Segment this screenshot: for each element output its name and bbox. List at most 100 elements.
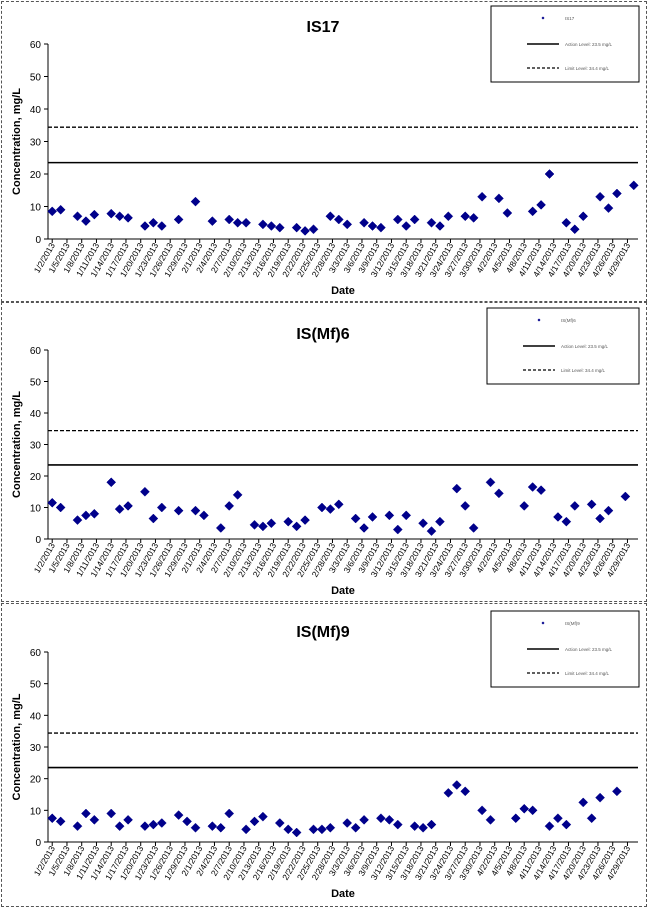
is17-data-point	[258, 219, 268, 230]
is17-data-point	[494, 193, 504, 204]
ismf9-y-tick-label: 50	[30, 680, 42, 691]
is17-data-point	[114, 211, 125, 222]
ismf6-legend-box	[486, 307, 640, 385]
is17-data-point	[333, 214, 344, 225]
is17-data-point	[266, 221, 277, 231]
ismf6-data-point	[215, 523, 226, 533]
ismf6-y-axis-label: Concentration, mg/L	[11, 391, 23, 498]
ismf6-data-point	[595, 513, 605, 524]
ismf9-data-point	[148, 819, 159, 830]
is17-data-point	[173, 214, 184, 225]
is17-data-point	[241, 217, 251, 228]
ismf9-data-point	[510, 813, 521, 824]
ismf6-data-point	[620, 491, 631, 502]
ismf6-data-point	[418, 518, 428, 529]
is17-y-tick-label: 20	[30, 170, 42, 181]
ismf6-data-point	[485, 477, 496, 488]
chart-panel-ismf9: IS(Mf)9 Concentration, mg/L Date 0 10 20 30 40 5…	[1, 603, 647, 907]
ismf9-data-point	[224, 808, 235, 819]
is17-data-point	[435, 221, 445, 231]
is17-data-point	[55, 204, 66, 215]
is17-data-point	[47, 206, 58, 217]
ismf9-data-point	[308, 824, 319, 835]
is17-data-point	[603, 203, 614, 213]
ismf6-y-tick-label: 60	[30, 346, 42, 357]
chart-panel-ismf6: IS(Mf)6 Concentration, mg/L Date 0 10 20 30 40 5…	[1, 302, 647, 602]
ismf6-data-point	[156, 502, 167, 513]
ismf6-data-point	[586, 499, 597, 510]
ismf6-data-point	[359, 523, 369, 533]
chart-ismf9-svg: IS(Mf)9 Concentration, mg/L Date 0 10 20 30 40 5…	[11, 610, 640, 900]
is17-x-axis-label: Date	[331, 285, 355, 297]
ismf9-data-point	[342, 818, 353, 828]
ismf9-data-point	[519, 803, 530, 814]
is17-data-point	[123, 213, 133, 223]
is17-data-point	[443, 211, 454, 222]
is17-y-axis-label: Concentration, mg/L	[11, 88, 23, 195]
ismf9-data-point	[215, 822, 226, 833]
ismf6-data-point	[283, 516, 294, 527]
ismf6-y-tick-label: 20	[30, 472, 42, 483]
ismf9-data-point	[485, 814, 496, 825]
ismf9-data-point	[207, 821, 218, 832]
ismf9-data-point	[241, 824, 251, 835]
ismf6-legend-label: IS(Mf)6	[561, 318, 576, 323]
ismf6-data-point	[460, 501, 471, 511]
ismf6-data-point	[603, 505, 614, 516]
ismf6-data-point	[114, 504, 125, 514]
ismf9-data-point	[418, 822, 428, 833]
ismf9-data-point	[173, 810, 184, 820]
ismf9-data-point	[477, 805, 487, 816]
is17-data-point	[156, 221, 167, 231]
ismf9-data-point	[325, 822, 336, 833]
ismf6-data-point	[401, 510, 412, 521]
ismf9-data-point	[156, 818, 167, 828]
ismf9-data-point	[283, 824, 294, 835]
ismf9-legend-box	[490, 610, 640, 688]
is17-data-point	[392, 214, 403, 225]
ismf9-data-point	[350, 822, 361, 833]
ismf9-data-point	[140, 821, 150, 832]
is17-data-point	[401, 221, 412, 231]
ismf9-data-point	[586, 813, 597, 824]
is17-data-point	[536, 200, 546, 210]
ismf9-data-point	[190, 822, 201, 833]
ismf6-data-point	[435, 516, 445, 527]
is17-legend-label: IS17	[565, 16, 575, 21]
is17-data-point	[291, 222, 302, 233]
chart-ismf6-svg: IS(Mf)6 Concentration, mg/L Date 0 10 20 30 40 5…	[11, 307, 640, 597]
is17-data-point	[224, 214, 235, 225]
ismf9-data-point	[249, 816, 260, 827]
ismf6-data-point	[519, 501, 530, 511]
ismf6-data-point	[536, 485, 546, 496]
is17-data-point	[502, 208, 513, 218]
ismf6-data-point	[148, 513, 159, 524]
ismf9-data-point	[359, 814, 369, 825]
ismf9-data-point	[443, 788, 454, 798]
is17-data-point	[148, 217, 159, 228]
ismf6-data-point	[55, 502, 66, 513]
ismf9-data-point	[114, 821, 125, 832]
ismf9-data-point	[317, 824, 327, 835]
ismf6-data-point	[173, 505, 184, 516]
ismf6-data-point	[300, 515, 310, 525]
ismf6-data-point	[561, 516, 572, 527]
ismf6-data-point	[527, 482, 538, 492]
ismf6-data-point	[72, 515, 83, 525]
is17-data-point	[569, 224, 580, 235]
chart-panel-is17: IS17 Concentration, mg/L Date 0 10 20 30 40 50 60…	[1, 1, 647, 302]
ismf6-legend-marker	[537, 318, 541, 322]
is17-data-point	[460, 211, 471, 222]
ismf9-data-point	[460, 786, 471, 797]
ismf6-y-tick-label: 30	[30, 441, 42, 452]
ismf9-data-point	[392, 819, 403, 830]
is17-data-point	[359, 217, 369, 228]
ismf9-data-point	[89, 814, 100, 825]
ismf9-data-point	[409, 821, 420, 832]
ismf6-data-point	[249, 519, 260, 530]
is17-data-point	[81, 216, 91, 226]
ismf9-data-point	[544, 821, 555, 832]
is17-data-point	[468, 213, 479, 223]
is17-data-point	[342, 219, 353, 230]
ismf6-y-tick-label: 40	[30, 409, 42, 420]
